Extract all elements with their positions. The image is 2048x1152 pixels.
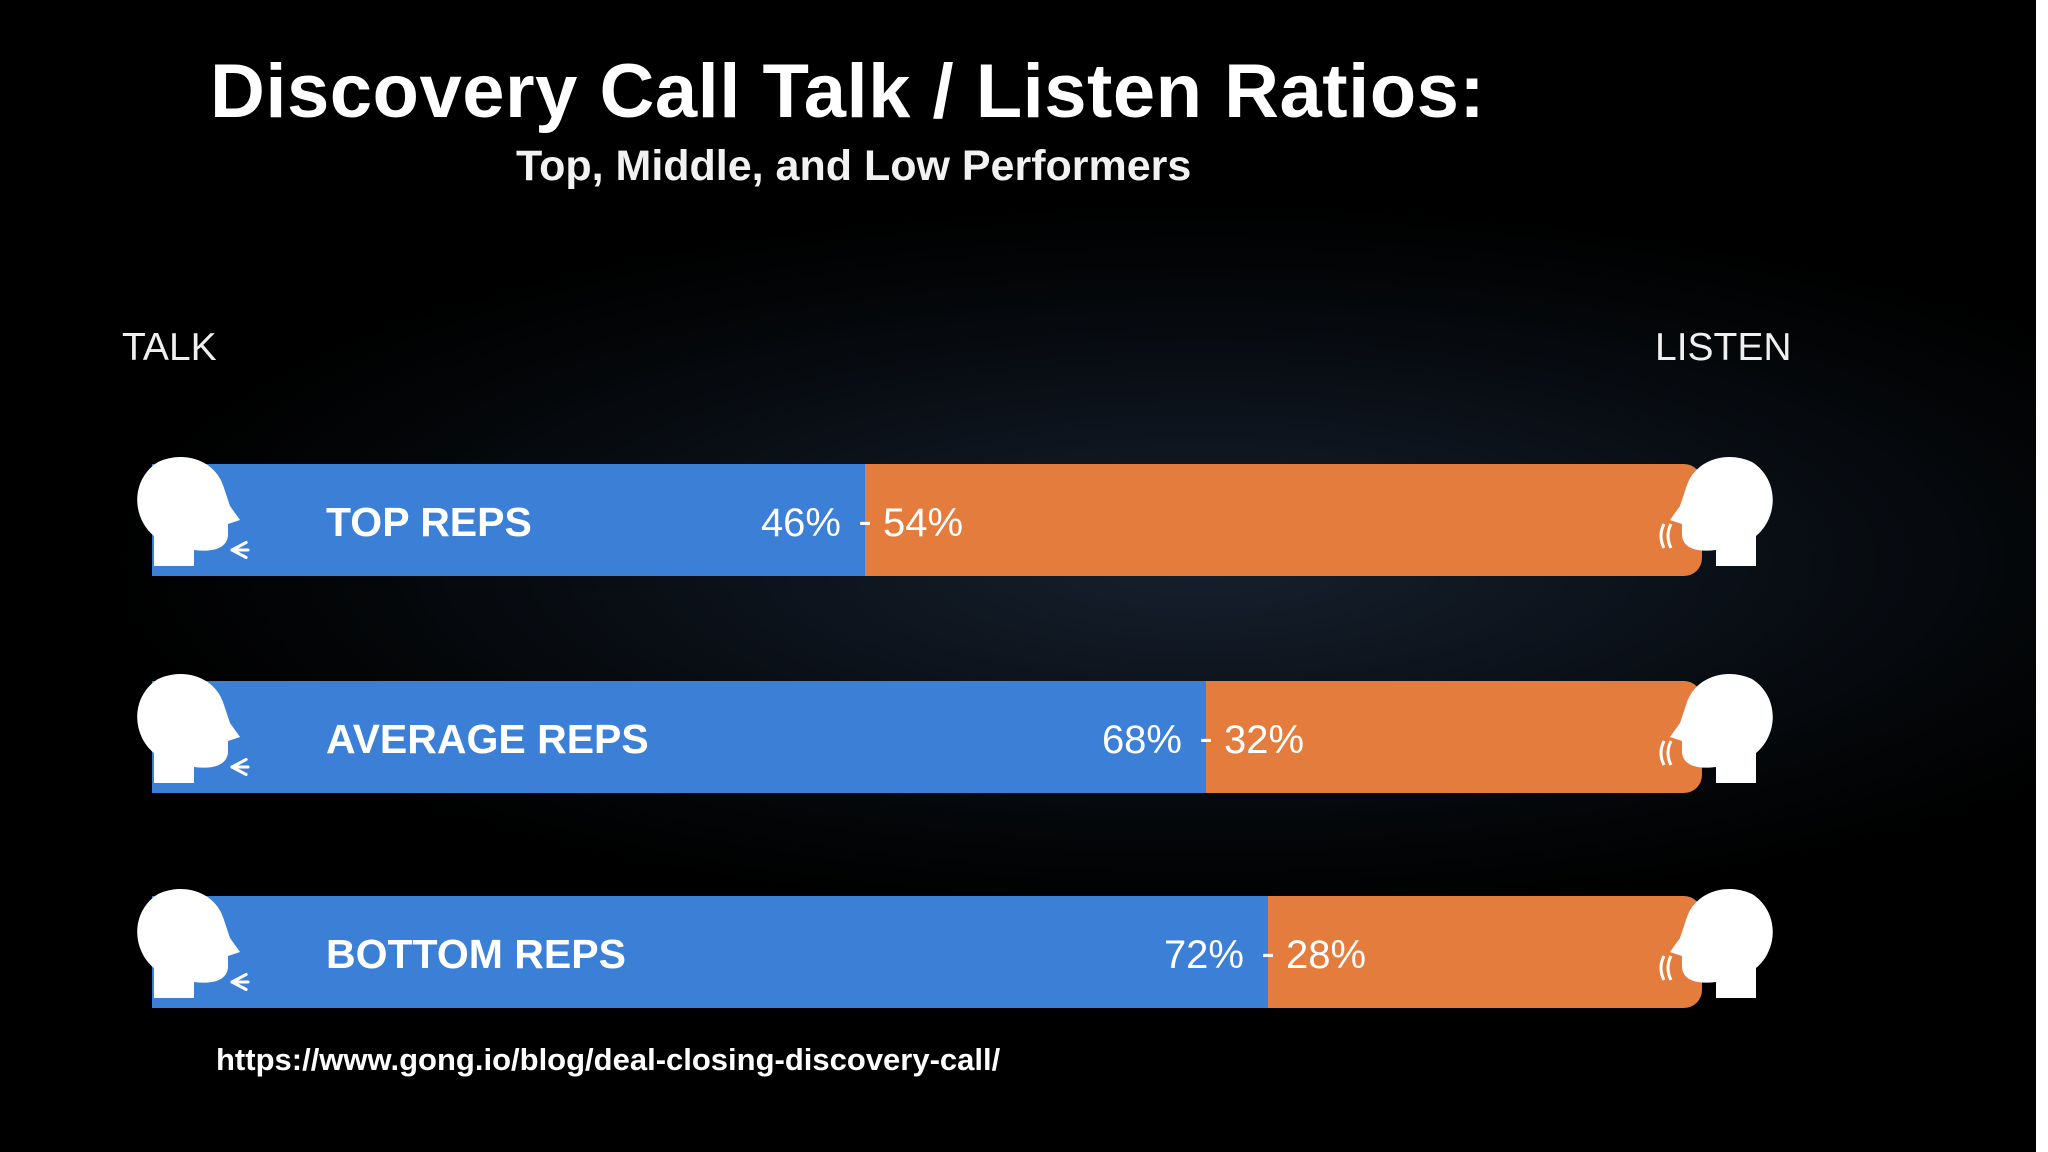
listening-head-icon [1659, 889, 1773, 998]
category-label: BOTTOM REPS [326, 931, 626, 977]
value-separator: - [1261, 931, 1274, 975]
bar-row-3: BOTTOM REPS 72% -28% [137, 889, 1773, 1008]
listen-value-label: 32% [1224, 718, 1304, 762]
talk-value-label: 68% [1102, 718, 1182, 762]
talk-bar [152, 896, 1268, 1008]
bar-row-2: AVERAGE REPS 68% -32% [137, 674, 1773, 793]
talk-value-label: 72% [1164, 933, 1244, 977]
listening-head-icon [1659, 457, 1773, 566]
right-edge-strip [2036, 0, 2048, 1152]
speaking-head-icon [137, 889, 250, 998]
listen-value-label: 28% [1286, 933, 1366, 977]
talk-bar [152, 464, 865, 576]
talk-bar [152, 681, 1206, 793]
listening-head-icon [1659, 674, 1773, 783]
value-separator: - [1199, 716, 1212, 760]
bar-row-1: TOP REPS 46% -54% [137, 457, 1773, 576]
talk-value-label: 46% [761, 501, 841, 545]
chart-subtitle: Top, Middle, and Low Performers [516, 142, 1192, 190]
chart-title: Discovery Call Talk / Listen Ratios: [210, 49, 1486, 134]
listen-value-label: 54% [883, 501, 963, 545]
value-separator: - [858, 499, 871, 543]
category-label: AVERAGE REPS [326, 716, 649, 762]
source-url: https://www.gong.io/blog/deal-closing-di… [216, 1042, 1001, 1077]
speaking-head-icon [137, 457, 250, 566]
category-label: TOP REPS [326, 499, 532, 545]
listen-axis-label: LISTEN [1655, 326, 1792, 369]
speaking-head-icon [137, 674, 250, 783]
talk-axis-label: TALK [122, 326, 217, 369]
